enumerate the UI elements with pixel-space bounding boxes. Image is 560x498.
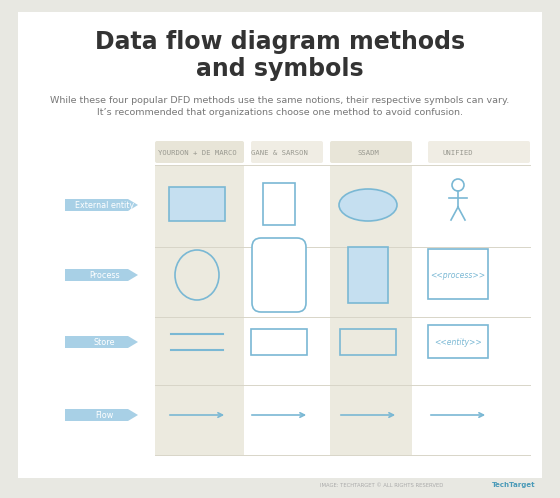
Text: IMAGE: TECHTARGET © ALL RIGHTS RESERVED: IMAGE: TECHTARGET © ALL RIGHTS RESERVED (320, 483, 444, 488)
FancyArrow shape (65, 269, 138, 281)
Text: <<process>>: <<process>> (431, 270, 486, 279)
Text: Store: Store (94, 338, 115, 347)
Text: YOURDON + DE MARCO: YOURDON + DE MARCO (157, 150, 236, 156)
Text: GANE & SARSON: GANE & SARSON (250, 150, 307, 156)
Text: Process: Process (89, 270, 120, 279)
Bar (330, 165, 412, 455)
Bar (169, 187, 225, 221)
Text: Data flow diagram methods
and symbols: Data flow diagram methods and symbols (95, 30, 465, 81)
FancyBboxPatch shape (155, 141, 244, 163)
Bar (340, 329, 396, 355)
FancyArrow shape (65, 409, 138, 421)
FancyBboxPatch shape (330, 141, 412, 163)
Text: SSADM: SSADM (357, 150, 379, 156)
Bar (428, 325, 488, 358)
FancyArrow shape (65, 336, 138, 348)
FancyBboxPatch shape (428, 141, 530, 163)
Bar (263, 183, 295, 225)
Bar (428, 249, 488, 299)
Text: TechTarget: TechTarget (492, 482, 536, 488)
Bar (348, 247, 388, 303)
Ellipse shape (339, 189, 397, 221)
Bar (251, 329, 307, 355)
FancyArrow shape (65, 199, 138, 211)
Text: <<entity>>: <<entity>> (434, 338, 482, 347)
Bar (155, 165, 244, 455)
Text: While these four popular DFD methods use the same notions, their respective symb: While these four popular DFD methods use… (50, 96, 510, 117)
FancyBboxPatch shape (252, 238, 306, 312)
Text: Flow: Flow (95, 410, 114, 419)
Text: External entity: External entity (75, 201, 134, 210)
Text: UNIFIED: UNIFIED (443, 150, 473, 156)
FancyBboxPatch shape (251, 141, 323, 163)
Circle shape (452, 179, 464, 191)
